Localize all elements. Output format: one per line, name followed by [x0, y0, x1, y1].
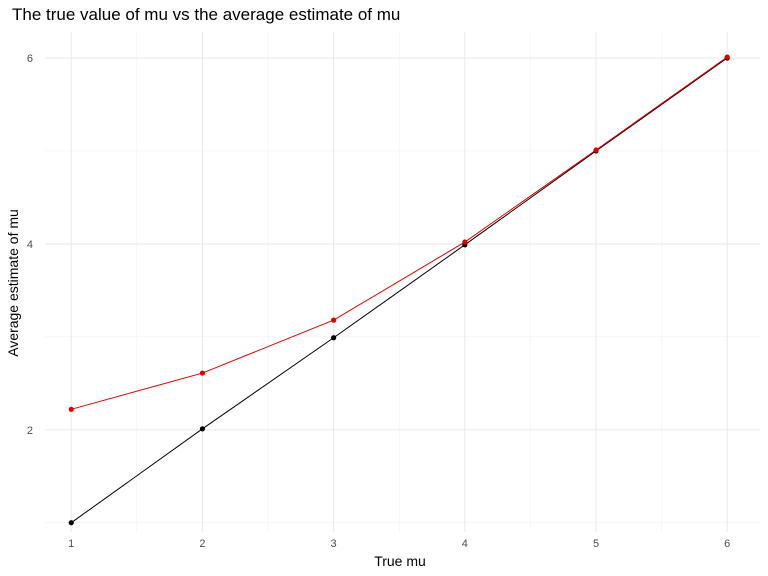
series-2-point	[724, 54, 730, 60]
series-line-2	[71, 56, 728, 410]
x-tick-label: 5	[593, 538, 599, 550]
x-tick-label: 1	[68, 538, 74, 550]
series-1-point	[199, 426, 206, 432]
chart-title: The true value of mu vs the average esti…	[12, 5, 401, 24]
series-2-point	[331, 317, 337, 323]
series-1-point	[68, 520, 74, 526]
x-tick-label: 4	[462, 538, 468, 550]
tick-labels: 1 2 3 4 5 6 2 4 6	[27, 53, 730, 550]
y-tick-label: 2	[27, 425, 33, 437]
x-tick-label: 3	[331, 538, 337, 550]
series-layer	[68, 54, 730, 526]
y-axis-title: Average estimate of mu	[5, 209, 21, 357]
x-tick-label: 2	[199, 538, 205, 550]
series-2-point	[199, 370, 206, 376]
series-2-point	[462, 239, 468, 245]
x-axis-title: True mu	[374, 553, 426, 569]
y-tick-label: 4	[27, 239, 33, 251]
series-1-point	[331, 335, 337, 341]
x-tick-label: 6	[724, 538, 730, 550]
series-line-1	[70, 57, 728, 524]
y-tick-label: 6	[27, 53, 33, 65]
series-2-point	[68, 406, 74, 412]
grid	[45, 32, 760, 532]
series-2-point	[593, 147, 599, 153]
